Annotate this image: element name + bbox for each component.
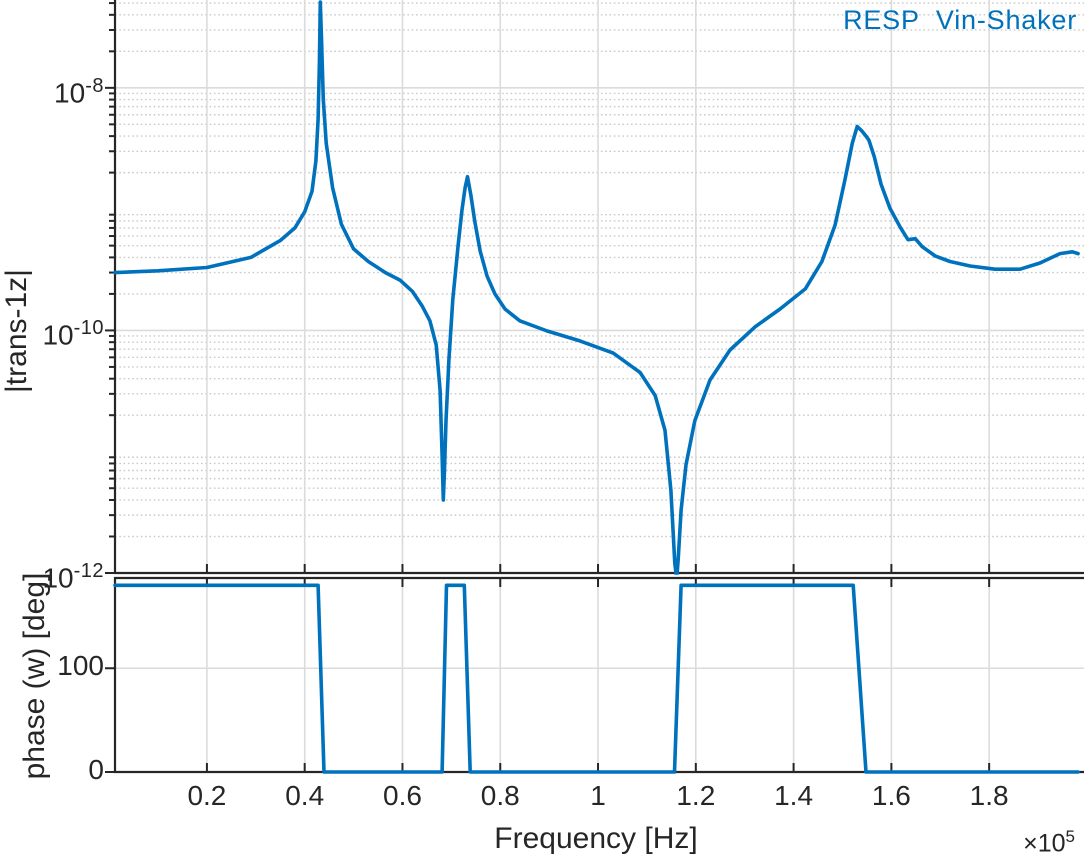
magnitude-y-tick-label: 10-10	[0, 313, 104, 350]
phase-y-tick-label: 0	[88, 754, 104, 785]
x-tick-label: 1.6	[871, 780, 911, 811]
x-tick-label: 1.2	[676, 780, 716, 811]
minor-gridlines	[115, 2, 1084, 538]
phase-y-tick-label: 100	[57, 650, 104, 682]
x-tick-label: 0.4	[285, 780, 325, 811]
x-tick-label: 1.8	[969, 780, 1009, 811]
magnitude-y-tick-label: 10-8	[0, 71, 104, 108]
phase-curve	[113, 583, 1080, 774]
legend-text: RESP Vin-Shaker	[843, 5, 1077, 35]
y-tick-exponent: -8	[85, 74, 104, 97]
magnitude-curve	[113, 0, 1080, 575]
multiplier-base: ×10	[1023, 829, 1066, 858]
axes	[113, 0, 1084, 774]
x-axis-multiplier: ×105	[1023, 822, 1075, 858]
y-tick-exponent: -10	[73, 317, 104, 340]
x-tick-label: 0.6	[383, 780, 422, 811]
x-tick-label: 1.4	[774, 780, 814, 811]
y-tick-base: 10	[42, 562, 74, 594]
y-tick-base: 10	[42, 319, 74, 351]
multiplier-exponent: 5	[1065, 827, 1075, 846]
x-tick-label: 0.8	[480, 780, 520, 811]
y-tick-base: 10	[54, 77, 86, 109]
x-tick-label: 0.2	[187, 780, 227, 811]
y-tick-exponent: -12	[73, 560, 104, 582]
magnitude-y-tick-label: 10-12	[0, 556, 104, 593]
x-tick-label: 1	[590, 780, 606, 811]
x-axis-label: Frequency [Hz]	[494, 822, 698, 855]
major-gridlines	[115, 0, 1084, 772]
